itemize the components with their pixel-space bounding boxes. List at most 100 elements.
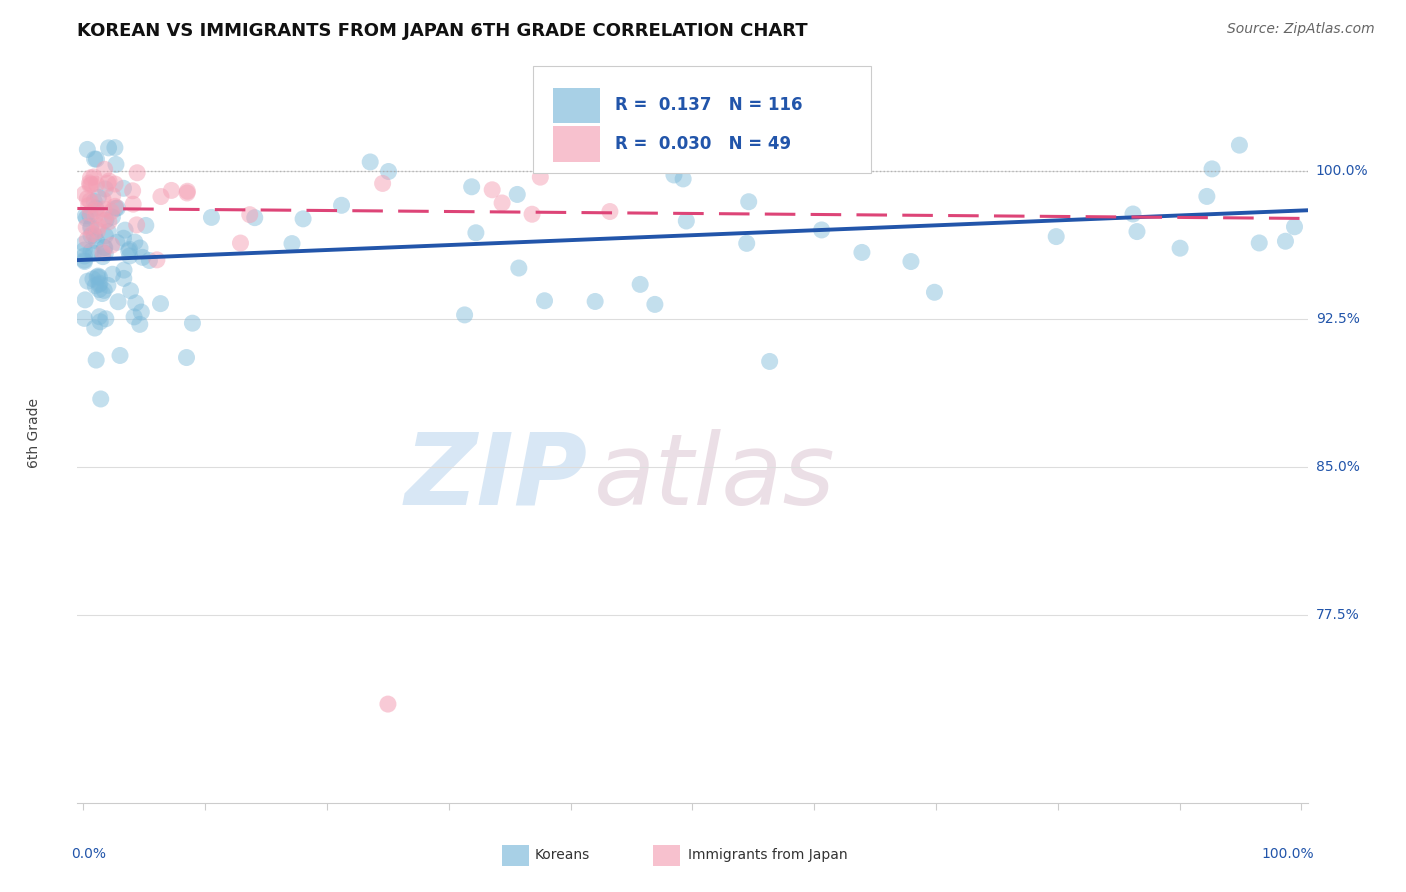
Point bbox=[377, 164, 399, 178]
Text: R =  0.030   N = 49: R = 0.030 N = 49 bbox=[614, 135, 792, 153]
Point bbox=[118, 249, 141, 263]
Point bbox=[93, 202, 115, 216]
Point bbox=[75, 219, 97, 234]
Point bbox=[105, 235, 128, 250]
Point bbox=[87, 277, 110, 292]
Point bbox=[79, 178, 101, 193]
Point bbox=[112, 181, 135, 195]
Point bbox=[80, 244, 103, 259]
Point bbox=[129, 241, 152, 255]
Point bbox=[75, 211, 97, 226]
Point bbox=[104, 141, 127, 155]
Point bbox=[93, 284, 115, 298]
Point bbox=[239, 208, 262, 222]
Text: Koreans: Koreans bbox=[536, 847, 591, 862]
Point bbox=[738, 194, 761, 209]
Point bbox=[97, 278, 120, 293]
Point bbox=[93, 162, 115, 177]
Point bbox=[292, 211, 315, 226]
Point bbox=[93, 213, 115, 227]
Point bbox=[1168, 241, 1191, 255]
Point bbox=[243, 211, 266, 225]
Point bbox=[91, 193, 114, 207]
Point bbox=[87, 268, 110, 283]
Point bbox=[75, 293, 97, 307]
Text: 100.0%: 100.0% bbox=[1261, 847, 1313, 861]
Point bbox=[121, 184, 143, 198]
Text: ZIP: ZIP bbox=[405, 428, 588, 525]
Point bbox=[118, 243, 141, 257]
Point bbox=[1229, 138, 1251, 153]
Point bbox=[122, 197, 145, 211]
Point bbox=[79, 206, 101, 220]
Point bbox=[84, 208, 107, 222]
Point bbox=[107, 294, 129, 309]
Point bbox=[176, 184, 198, 198]
Point bbox=[80, 228, 103, 243]
Point bbox=[281, 236, 304, 251]
Point bbox=[481, 183, 503, 197]
Point bbox=[758, 354, 780, 368]
Point bbox=[104, 199, 127, 213]
Point bbox=[83, 228, 105, 243]
Point bbox=[86, 270, 108, 285]
Point bbox=[1284, 219, 1306, 234]
Point bbox=[491, 196, 513, 211]
Point bbox=[118, 244, 141, 258]
Bar bbox=[554, 126, 600, 161]
Point bbox=[80, 178, 103, 192]
Point bbox=[371, 177, 394, 191]
Point bbox=[176, 186, 198, 200]
Point bbox=[89, 310, 111, 324]
Text: 6th Grade: 6th Grade bbox=[27, 398, 41, 467]
Point bbox=[91, 250, 114, 264]
Point bbox=[87, 190, 110, 204]
Point bbox=[122, 310, 145, 324]
Point bbox=[1274, 234, 1296, 248]
Text: atlas: atlas bbox=[595, 428, 835, 525]
Point bbox=[94, 246, 117, 260]
Point bbox=[146, 252, 169, 267]
Point bbox=[84, 278, 107, 293]
Bar bbox=[554, 87, 600, 123]
Point bbox=[229, 235, 252, 250]
Point bbox=[520, 207, 543, 221]
Point bbox=[672, 172, 695, 186]
Point bbox=[73, 249, 96, 263]
Point bbox=[86, 152, 108, 166]
Point bbox=[73, 243, 96, 257]
Point bbox=[1126, 225, 1149, 239]
Point bbox=[112, 231, 135, 245]
Point bbox=[86, 234, 108, 248]
Text: 92.5%: 92.5% bbox=[1316, 312, 1360, 326]
Point bbox=[79, 220, 101, 235]
Point bbox=[599, 204, 621, 219]
Point bbox=[508, 260, 530, 275]
Text: Source: ZipAtlas.com: Source: ZipAtlas.com bbox=[1227, 22, 1375, 37]
Point bbox=[135, 219, 157, 233]
Point bbox=[90, 392, 112, 406]
Point bbox=[149, 189, 172, 203]
Point bbox=[94, 213, 117, 227]
Point bbox=[533, 293, 555, 308]
Point bbox=[76, 233, 98, 247]
Point bbox=[83, 321, 105, 335]
Point bbox=[82, 246, 104, 260]
Point bbox=[101, 267, 124, 281]
Point bbox=[104, 157, 127, 171]
Point bbox=[464, 226, 486, 240]
Point bbox=[89, 277, 111, 291]
Text: KOREAN VS IMMIGRANTS FROM JAPAN 6TH GRADE CORRELATION CHART: KOREAN VS IMMIGRANTS FROM JAPAN 6TH GRAD… bbox=[77, 22, 808, 40]
Point bbox=[98, 174, 121, 188]
Point bbox=[79, 194, 101, 208]
Point bbox=[128, 318, 150, 332]
Point bbox=[1201, 161, 1223, 176]
Point bbox=[506, 187, 529, 202]
Point bbox=[735, 236, 758, 251]
Point bbox=[176, 351, 198, 365]
Point bbox=[76, 274, 98, 288]
Point bbox=[112, 271, 135, 285]
Point bbox=[149, 296, 172, 310]
Bar bbox=[654, 845, 681, 866]
Point bbox=[114, 223, 136, 237]
